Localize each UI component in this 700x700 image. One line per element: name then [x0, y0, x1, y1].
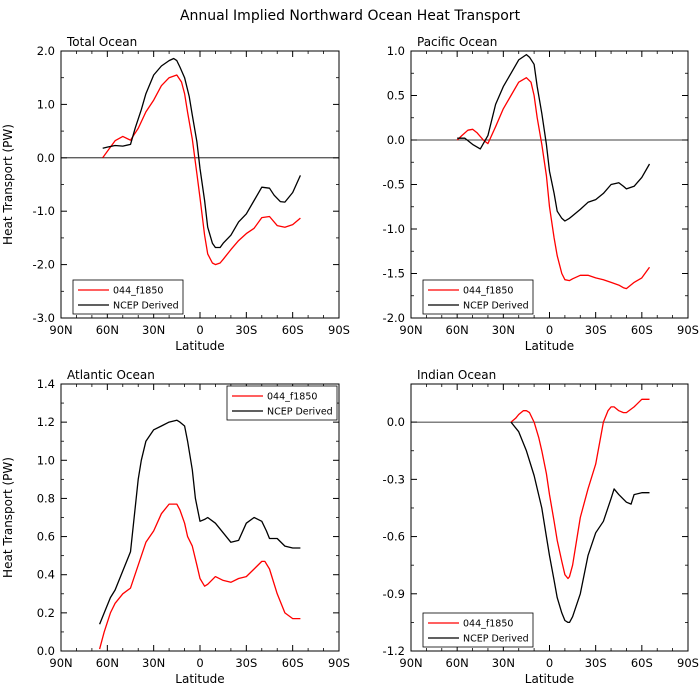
atlantic-ocean-x-tick-label: 30N [142, 656, 165, 670]
atlantic-ocean-x-tick-label: 90S [328, 656, 350, 670]
indian-ocean-legend-label-ncep-derived: NCEP Derived [463, 634, 529, 645]
indian-ocean-x-tick-label: 30S [585, 656, 607, 670]
pacific-ocean-x-axis-label: Latitude [525, 339, 574, 353]
indian-ocean-x-tick-label: 90N [399, 656, 422, 670]
total-ocean-legend-box [72, 279, 184, 315]
indian-ocean-y-tick-label: -0.9 [383, 587, 405, 601]
indian-ocean-y-tick-label: 0.0 [387, 415, 405, 429]
indian-ocean-legend: 044_f1850 NCEP Derived [422, 612, 534, 648]
pacific-ocean-x-tick-label: 60S [631, 323, 653, 337]
atlantic-ocean-y-tick-label: 1.4 [37, 377, 55, 391]
pacific-ocean-legend-box [422, 279, 534, 315]
atlantic-ocean-series-ncep-derived [98, 419, 301, 625]
atlantic-ocean-y-tick-label: 0.6 [37, 530, 55, 544]
pacific-ocean-x-tick-label: 30S [585, 323, 607, 337]
pacific-ocean-series-044-f1850 [456, 77, 651, 290]
pacific-ocean-x-tick-label: 90N [399, 323, 422, 337]
pacific-ocean-legend: 044_f1850 NCEP Derived [422, 279, 534, 315]
total-ocean-x-tick-label: 30S [235, 323, 257, 337]
atlantic-ocean-legend-box [226, 385, 338, 421]
atlantic-ocean-plot-frame [60, 383, 340, 652]
total-ocean-legend: 044_f1850 NCEP Derived [72, 279, 184, 315]
pacific-ocean-y-tick-label: -2.0 [383, 311, 405, 325]
atlantic-ocean-panel: 90N 60N 30N 0 30S 60S 90S 0.0 0.2 0.4 0.6 0.8 1.0 1.2… [1, 368, 350, 686]
atlantic-ocean-y-tick-label: 1.2 [37, 415, 55, 429]
indian-ocean-x-tick-label: 0 [546, 656, 553, 670]
atlantic-ocean-y-axis-label: Heat Transport (PW) [1, 457, 15, 578]
pacific-ocean-y-tick-label: -0.5 [383, 178, 405, 192]
pacific-ocean-legend-label-044-f1850: 044_f1850 [463, 286, 513, 297]
atlantic-ocean-y-tick-label: 1.0 [37, 453, 55, 467]
total-ocean-x-tick-label: 90S [328, 323, 350, 337]
atlantic-ocean-y-tick-label: 0.2 [37, 606, 55, 620]
indian-ocean-legend-box [422, 612, 534, 648]
total-ocean-y-tick-label: 2.0 [37, 44, 55, 58]
total-ocean-series-044-f1850 [102, 74, 301, 266]
indian-ocean-panel: 90N 60N 30N 0 30S 60S 90S -1.2 -0.9 -0.6 -0.3 0.0 In… [383, 368, 699, 686]
pacific-ocean-y-tick-label: -1.5 [383, 267, 405, 281]
indian-ocean-y-tick-label: -1.2 [383, 644, 405, 658]
total-ocean-x-tick-label: 60N [96, 323, 119, 337]
indian-ocean-y-tick-label: -0.3 [383, 472, 405, 486]
total-ocean-x-tick-label: 90N [49, 323, 72, 337]
atlantic-ocean-y-tick-label: 0.0 [37, 644, 55, 658]
atlantic-ocean-legend-label-044-f1850: 044_f1850 [267, 392, 317, 403]
pacific-ocean-y-tick-label: 1.0 [387, 44, 405, 58]
indian-ocean-title: Indian Ocean [417, 368, 496, 382]
atlantic-ocean-title: Atlantic Ocean [67, 368, 155, 382]
panels-group: 90N 60N 30N 0 30S 60S 90S -3.0 -2.0 -1.0 0.0 1.0 2.0… [1, 35, 699, 686]
atlantic-ocean-x-tick-label: 0 [196, 656, 203, 670]
total-ocean-legend-label-044-f1850: 044_f1850 [113, 286, 163, 297]
total-ocean-y-axis-label: Heat Transport (PW) [1, 124, 15, 245]
atlantic-ocean-legend: 044_f1850 NCEP Derived [226, 385, 338, 421]
total-ocean-y-tick-label: -2.0 [33, 258, 55, 272]
total-ocean-x-tick-label: 0 [196, 323, 203, 337]
atlantic-ocean-x-axis-label: Latitude [175, 672, 224, 686]
pacific-ocean-series-ncep-derived [457, 53, 651, 222]
pacific-ocean-y-tick-label: 0.0 [387, 133, 405, 147]
atlantic-ocean-x-tick-label: 90N [49, 656, 72, 670]
total-ocean-y-tick-label: 1.0 [37, 97, 55, 111]
total-ocean-series-ncep-derived [102, 57, 301, 249]
atlantic-ocean-y-tick-label: 0.8 [37, 491, 55, 505]
total-ocean-plot-frame [60, 50, 340, 319]
pacific-ocean-x-tick-label: 30N [492, 323, 515, 337]
indian-ocean-x-tick-label: 90S [677, 656, 699, 670]
total-ocean-x-tick-label: 30N [142, 323, 165, 337]
pacific-ocean-title: Pacific Ocean [417, 35, 497, 49]
indian-ocean-series-ncep-derived [510, 421, 650, 624]
total-ocean-title: Total Ocean [66, 35, 137, 49]
atlantic-ocean-x-tick-label: 60N [96, 656, 119, 670]
pacific-ocean-legend-label-ncep-derived: NCEP Derived [463, 301, 529, 312]
pacific-ocean-x-tick-label: 60N [446, 323, 469, 337]
indian-ocean-x-tick-label: 60S [631, 656, 653, 670]
total-ocean-panel: 90N 60N 30N 0 30S 60S 90S -3.0 -2.0 -1.0 0.0 1.0 2.0… [1, 35, 350, 353]
atlantic-ocean-x-tick-label: 30S [235, 656, 257, 670]
atlantic-ocean-legend-label-ncep-derived: NCEP Derived [267, 407, 333, 418]
indian-ocean-x-tick-label: 30N [492, 656, 515, 670]
figure-title: Annual Implied Northward Ocean Heat Tran… [180, 8, 521, 24]
total-ocean-y-tick-label: -1.0 [33, 204, 55, 218]
total-ocean-x-tick-label: 60S [282, 323, 304, 337]
indian-ocean-x-tick-label: 60N [446, 656, 469, 670]
total-ocean-x-axis-label: Latitude [175, 339, 224, 353]
atlantic-ocean-x-tick-label: 60S [282, 656, 304, 670]
total-ocean-legend-label-ncep-derived: NCEP Derived [113, 301, 179, 312]
pacific-ocean-y-tick-label: -1.0 [383, 222, 405, 236]
pacific-ocean-plot-frame [410, 50, 689, 319]
pacific-ocean-y-tick-label: 0.5 [387, 89, 405, 103]
atlantic-ocean-y-tick-label: 0.4 [37, 568, 55, 582]
indian-ocean-x-axis-label: Latitude [525, 672, 574, 686]
indian-ocean-plot-frame [410, 383, 689, 652]
pacific-ocean-panel: 90N 60N 30N 0 30S 60S 90S -2.0 -1.5 -1.0 -0.5 0.0 0.… [383, 35, 699, 353]
pacific-ocean-x-tick-label: 90S [677, 323, 699, 337]
indian-ocean-y-tick-label: -0.6 [383, 530, 405, 544]
indian-ocean-legend-label-044-f1850: 044_f1850 [463, 619, 513, 630]
atlantic-ocean-series-044-f1850 [98, 503, 301, 650]
total-ocean-y-tick-label: -3.0 [33, 311, 55, 325]
indian-ocean-series-044-f1850 [510, 398, 650, 580]
total-ocean-y-tick-label: 0.0 [37, 151, 55, 165]
pacific-ocean-x-tick-label: 0 [546, 323, 553, 337]
